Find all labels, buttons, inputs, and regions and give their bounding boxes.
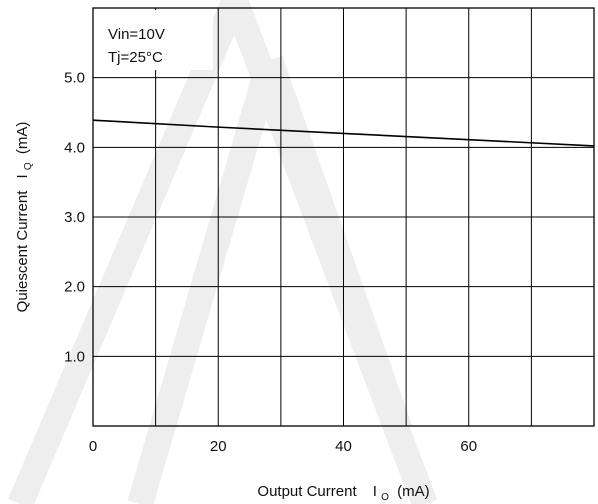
series-line [92, 119, 595, 147]
y-axis-label-text: Quiescent Current [14, 190, 31, 313]
x-axis-label-sub: O [381, 492, 389, 503]
x-axis-label: Output Current I O (mA) [257, 483, 429, 504]
y-tick-label: 1.0 [64, 348, 85, 365]
annotation-box [95, 10, 213, 70]
annotation-vin: Vin=10V [108, 26, 165, 43]
watermark [8, 0, 438, 504]
x-tick-labels: 0 20 40 60 [89, 438, 477, 455]
x-tick-label: 0 [89, 438, 97, 455]
x-axis-label-unit: (mA) [397, 483, 430, 500]
y-axis-label-symbol: I [14, 174, 31, 178]
x-tick-label: 40 [335, 438, 352, 455]
watermark-stroke [8, 0, 247, 504]
x-tick-label: 20 [210, 438, 227, 455]
watermark-stroke [127, 56, 283, 504]
x-tick-label: 60 [460, 438, 477, 455]
series-layer [92, 119, 595, 147]
y-tick-labels: 1.0 2.0 3.0 4.0 5.0 [64, 70, 85, 366]
y-tick-label: 2.0 [64, 279, 85, 296]
watermark-stroke [257, 55, 413, 435]
annotation-tj: Tj=25°C [108, 49, 163, 66]
y-axis-label-unit: (mA) [14, 122, 31, 155]
y-tick-label: 5.0 [64, 70, 85, 87]
y-axis-label-sub: Q [23, 162, 34, 170]
x-axis-label-text: Output Current [257, 483, 357, 500]
x-axis-label-symbol: I [373, 483, 377, 500]
plot-frame [92, 7, 595, 427]
y-tick-label: 4.0 [64, 139, 85, 156]
y-axis-label: Quiescent Current I Q (mA) [14, 122, 35, 313]
y-tick-label: 3.0 [64, 209, 85, 226]
